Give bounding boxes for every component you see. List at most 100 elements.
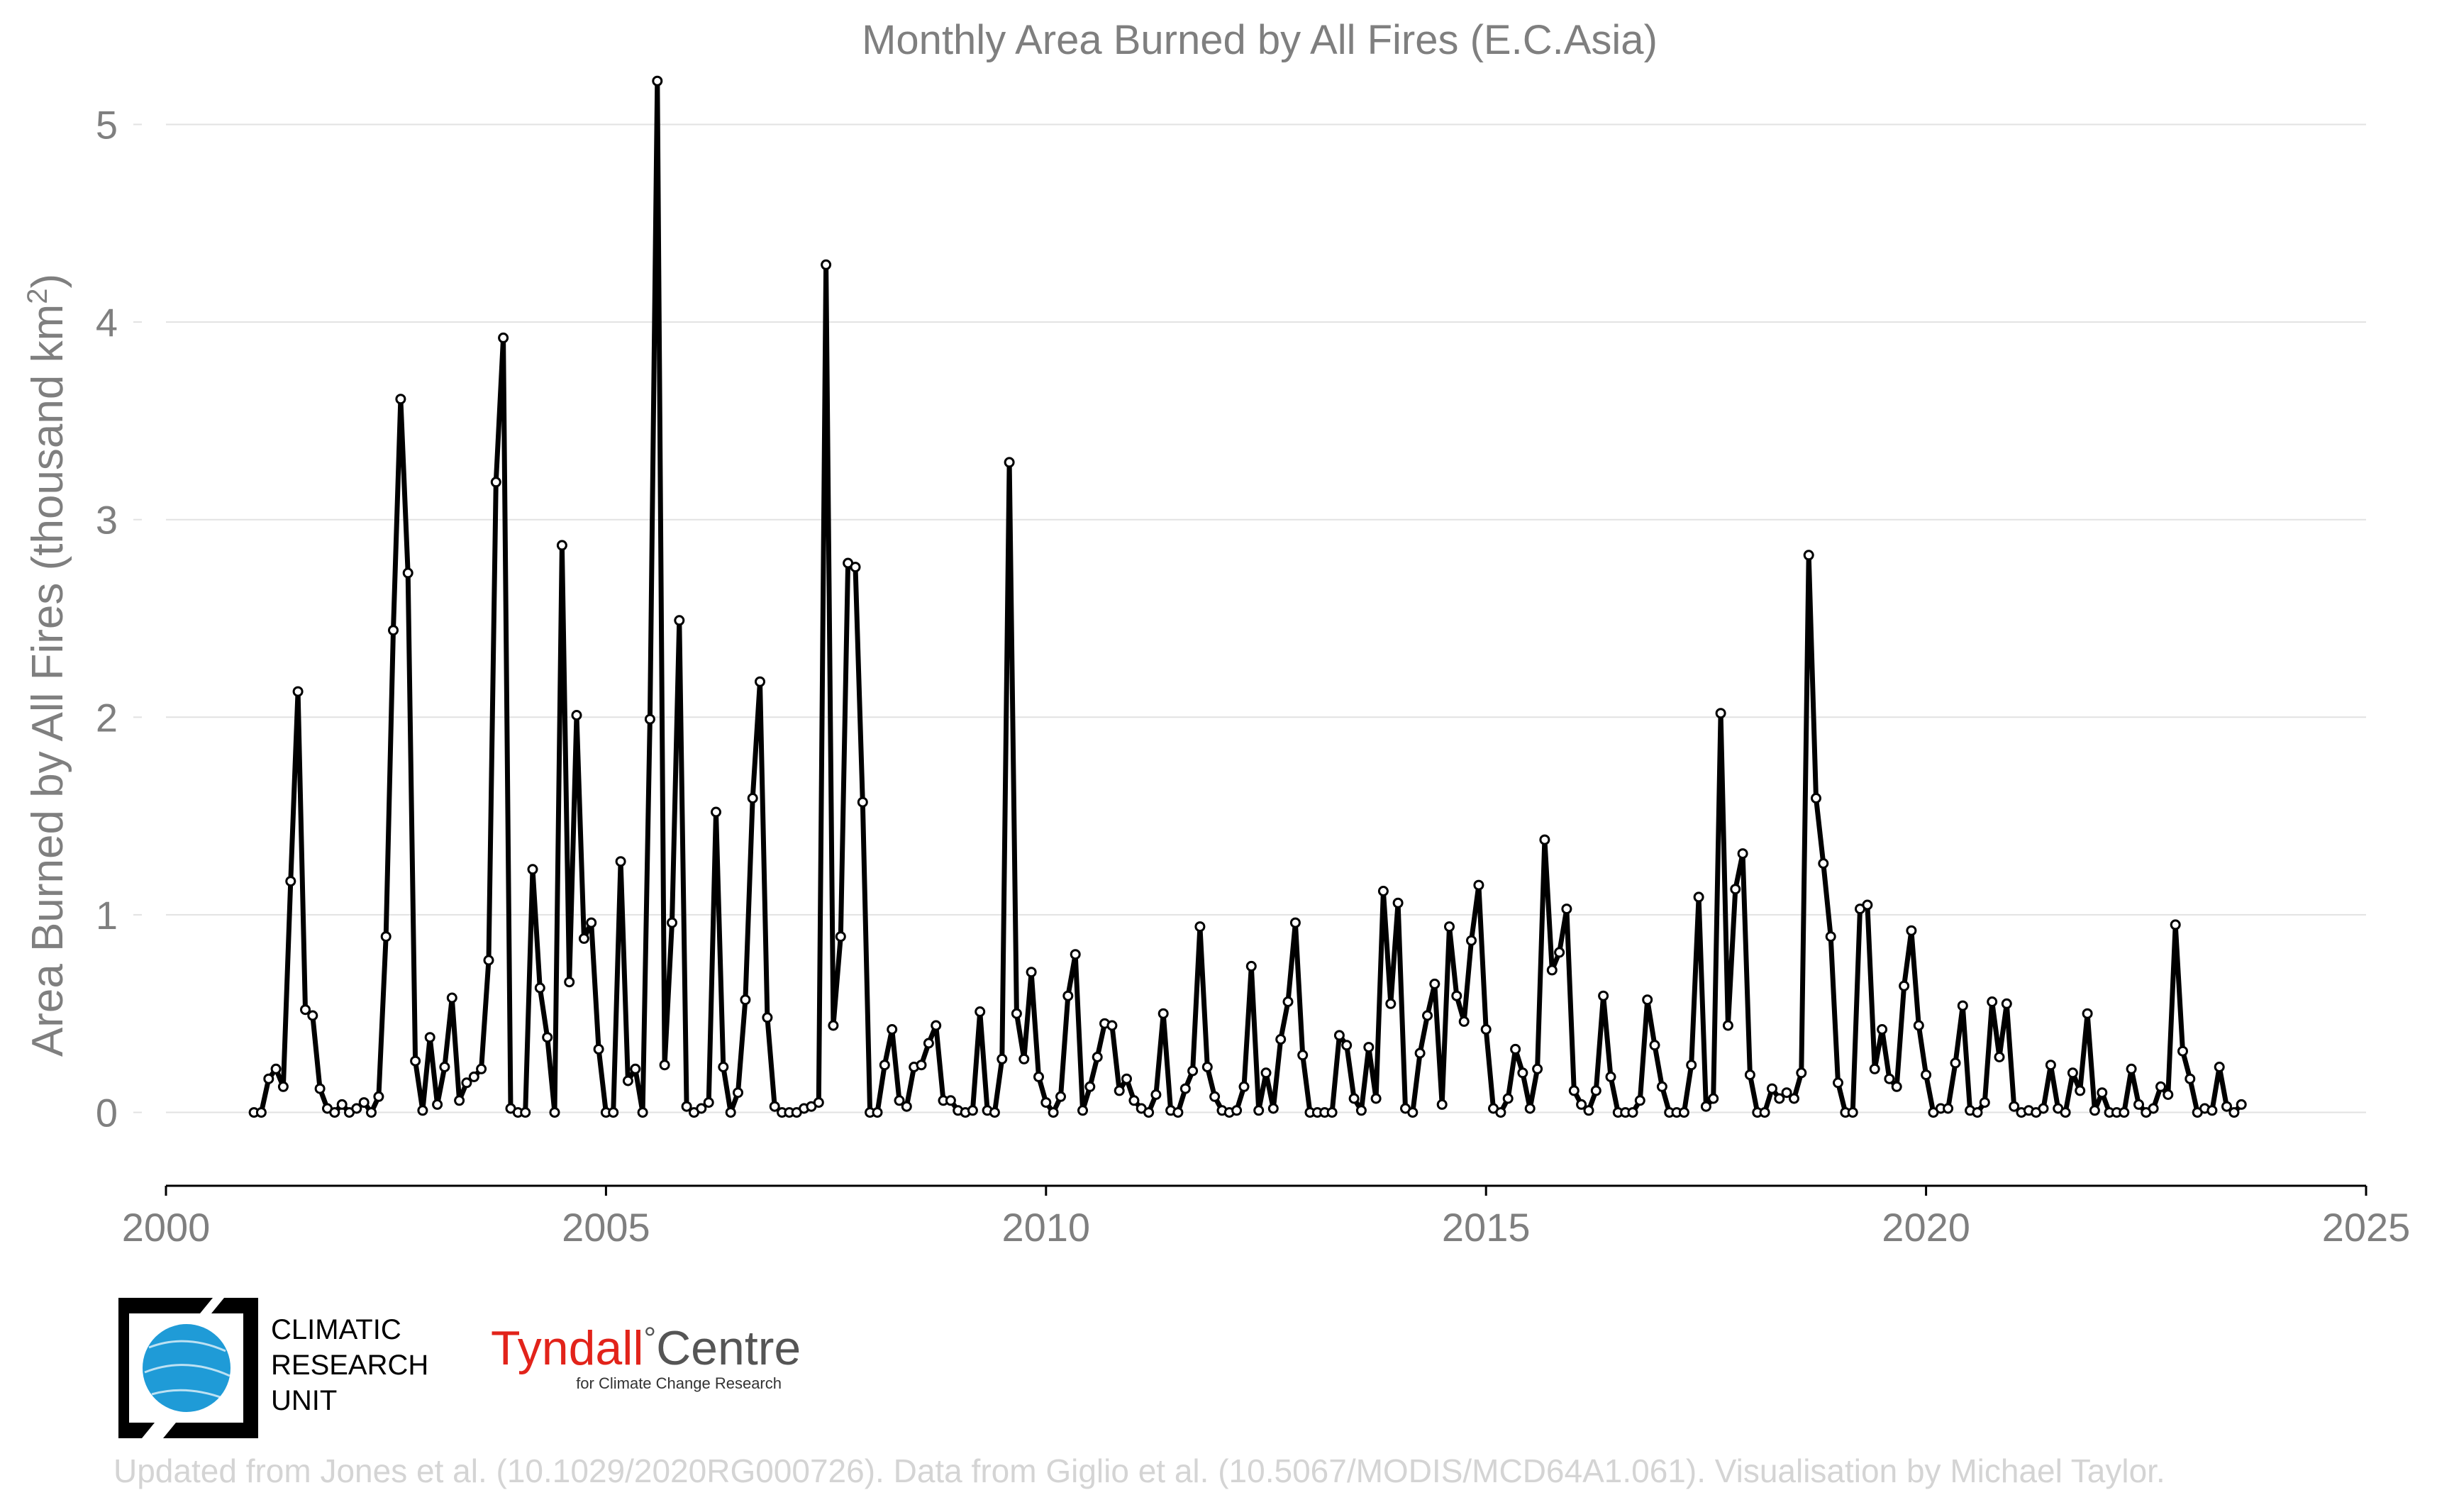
cru-logo: CLIMATIC RESEARCH UNIT (118, 1298, 428, 1438)
data-point (1480, 1024, 1492, 1035)
data-point (879, 1060, 890, 1071)
data-point (1084, 1081, 1096, 1092)
y-axis-ticks: 0 1 2 3 4 5 (96, 102, 142, 1135)
data-point (417, 1105, 428, 1116)
data-point (1048, 1107, 1059, 1118)
data-point (1700, 1101, 1711, 1112)
data-point (1466, 935, 1477, 946)
data-point (747, 793, 758, 804)
data-point (1128, 1095, 1140, 1106)
tyndall-logo-tagline: for Climate Change Research (576, 1374, 782, 1392)
data-point (975, 1006, 986, 1017)
data-point (1033, 1071, 1044, 1082)
data-point (835, 931, 846, 943)
data-point (1348, 1093, 1360, 1104)
data-point (923, 1038, 934, 1049)
data-point (1950, 1057, 1961, 1069)
data-point (1282, 996, 1294, 1007)
data-point (336, 1099, 348, 1110)
data-point (1055, 1091, 1066, 1102)
data-point (314, 1083, 326, 1094)
data-point (1231, 1105, 1243, 1116)
data-point (2001, 998, 2012, 1009)
data-point (1862, 899, 1873, 911)
data-point (402, 567, 413, 579)
data-point (2119, 1107, 2130, 1118)
data-point (549, 1107, 560, 1118)
data-point (366, 1107, 377, 1118)
cru-logo-line-2: RESEARCH (271, 1350, 428, 1381)
data-point (2170, 919, 2181, 930)
data-point (2089, 1105, 2100, 1116)
data-point (1187, 1065, 1199, 1077)
data-point (2038, 1103, 2049, 1114)
data-point (1833, 1077, 1843, 1089)
data-point (270, 1063, 282, 1074)
data-point (733, 1087, 743, 1099)
data-point (2185, 1073, 2196, 1084)
data-point (1825, 931, 1836, 943)
data-point (1759, 1107, 1770, 1118)
data-point (2009, 1101, 2020, 1112)
series-line (251, 78, 2244, 1116)
data-point (432, 1099, 443, 1110)
data-point (1333, 1030, 1345, 1041)
data-point (1495, 1107, 1506, 1118)
cru-logo-line-1: CLIMATIC (271, 1314, 401, 1345)
data-point (1150, 1089, 1162, 1100)
data-point (285, 876, 296, 887)
data-point (556, 540, 567, 551)
data-point (887, 1024, 898, 1035)
data-point (527, 864, 538, 875)
data-point (2045, 1060, 2056, 1071)
data-point (1436, 1099, 1448, 1110)
cru-globe-lines (144, 1340, 231, 1400)
data-point (1693, 891, 1704, 903)
data-point (1502, 1093, 1514, 1104)
data-point (1913, 1020, 1924, 1031)
data-point (410, 1055, 421, 1067)
data-point (263, 1073, 274, 1084)
data-point (850, 562, 861, 573)
tyndall-logo-degree: ° (643, 1321, 656, 1356)
data-point (2206, 1105, 2218, 1116)
data-point (2155, 1081, 2166, 1092)
data-point (1004, 457, 1015, 468)
data-point (307, 1010, 318, 1021)
x-tick-label: 2015 (1442, 1205, 1531, 1250)
data-point (1957, 1000, 1968, 1011)
data-point (1987, 996, 1998, 1007)
data-point (916, 1060, 927, 1071)
data-point (608, 1107, 619, 1118)
data-point (571, 710, 582, 721)
data-point (762, 1012, 773, 1023)
data-point (1444, 921, 1455, 933)
data-point (380, 931, 392, 943)
data-point (1678, 1107, 1689, 1118)
data-point (1722, 1020, 1733, 1031)
data-point (945, 1095, 956, 1106)
data-point (1392, 897, 1404, 908)
data-point (1326, 1107, 1338, 1118)
data-point (1414, 1047, 1426, 1059)
data-point (1194, 921, 1206, 933)
data-point (1517, 1067, 1528, 1079)
data-point (2221, 1101, 2232, 1112)
data-point (1363, 1042, 1375, 1053)
data-point (901, 1101, 912, 1112)
tyndall-logo-suffix: Centre (656, 1321, 801, 1375)
data-point (446, 992, 457, 1004)
cru-globe-icon (143, 1324, 231, 1412)
data-point (1407, 1107, 1419, 1118)
data-point (1796, 1067, 1807, 1079)
data-point (872, 1107, 883, 1118)
data-point (1744, 1069, 1755, 1081)
data-point (255, 1107, 267, 1118)
data-point (2177, 1045, 2188, 1057)
data-point (2067, 1067, 2078, 1079)
data-point (1811, 793, 1821, 804)
x-tick-label: 2010 (1002, 1205, 1091, 1250)
y-axis-label: Area Burned by All Fires (thousand km2) (22, 274, 72, 1057)
y-axis-label-superscript: 2 (22, 289, 53, 304)
